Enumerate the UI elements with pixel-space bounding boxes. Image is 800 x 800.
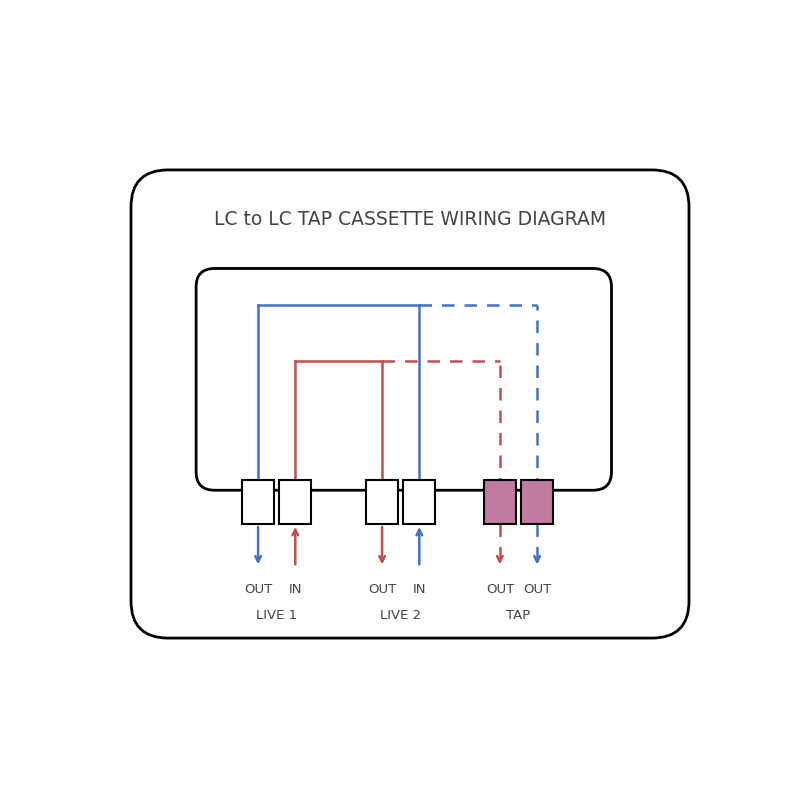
Text: LIVE 2: LIVE 2 <box>380 609 422 622</box>
Text: OUT: OUT <box>368 582 396 596</box>
Bar <box>366 480 398 524</box>
Text: OUT: OUT <box>523 582 551 596</box>
Bar <box>521 480 554 524</box>
Text: OUT: OUT <box>486 582 514 596</box>
Text: LC to LC TAP CASSETTE WIRING DIAGRAM: LC to LC TAP CASSETTE WIRING DIAGRAM <box>214 210 606 229</box>
Text: LIVE 1: LIVE 1 <box>256 609 298 622</box>
Text: TAP: TAP <box>506 609 530 622</box>
Text: IN: IN <box>289 582 302 596</box>
Bar <box>242 480 274 524</box>
Text: IN: IN <box>413 582 426 596</box>
Text: OUT: OUT <box>244 582 272 596</box>
FancyBboxPatch shape <box>196 269 611 490</box>
Bar <box>403 480 435 524</box>
Bar <box>279 480 311 524</box>
FancyBboxPatch shape <box>131 170 689 638</box>
Bar <box>484 480 516 524</box>
